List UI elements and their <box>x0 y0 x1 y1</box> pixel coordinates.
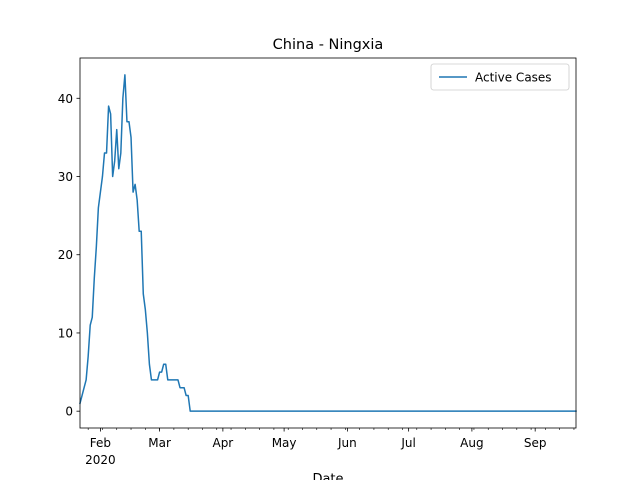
x-tick-label: Apr <box>212 436 233 450</box>
y-tick-label: 40 <box>58 92 73 106</box>
plot-area <box>80 58 576 428</box>
legend-box <box>430 63 570 91</box>
y-tick-label: 30 <box>58 170 73 184</box>
x-tick-label: Jun <box>337 436 357 450</box>
y-axis: 0 10 20 30 40 <box>58 92 80 419</box>
series-layer <box>79 74 577 412</box>
series-line-active-cases <box>79 74 577 412</box>
chart-title: China - Ningxia <box>273 37 384 53</box>
x-tick-label: Jul <box>400 436 415 450</box>
x-tick-label: Mar <box>148 436 171 450</box>
x-tick-sublabel: 2020 <box>85 453 116 467</box>
x-axis: Feb 2020 Mar Apr May Jun Jul Aug Sep <box>85 428 575 467</box>
legend-label: Active Cases <box>475 71 552 85</box>
legend: Active Cases <box>430 63 570 91</box>
y-tick-label: 0 <box>65 405 73 419</box>
plot-frame <box>79 57 577 429</box>
y-tick-label: 10 <box>58 326 73 340</box>
x-tick-label: May <box>272 436 297 450</box>
x-tick-label: Aug <box>460 436 483 450</box>
x-tick-label: Sep <box>524 436 547 450</box>
x-tick-label: Feb <box>90 436 111 450</box>
y-tick-label: 20 <box>58 248 73 262</box>
x-axis-label: Date <box>312 472 343 480</box>
